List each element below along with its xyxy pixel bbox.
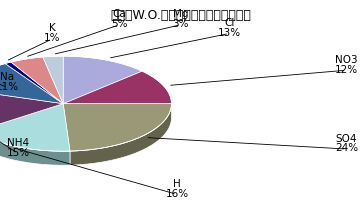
Polygon shape	[70, 104, 171, 165]
Text: Na: Na	[0, 72, 14, 82]
Text: H: H	[173, 179, 181, 189]
Polygon shape	[63, 56, 142, 104]
Text: 16%: 16%	[165, 189, 188, 199]
Polygon shape	[0, 104, 70, 151]
Polygon shape	[0, 89, 63, 132]
Text: 5%: 5%	[111, 19, 127, 29]
Polygon shape	[5, 62, 63, 104]
Text: 15%: 15%	[6, 148, 30, 158]
Polygon shape	[63, 71, 171, 104]
Polygon shape	[43, 56, 63, 104]
Polygon shape	[11, 57, 63, 104]
Text: SO4: SO4	[336, 134, 357, 144]
Text: Ca: Ca	[112, 10, 126, 19]
Text: 3%: 3%	[172, 19, 189, 29]
Polygon shape	[0, 64, 63, 104]
Text: 13%: 13%	[218, 28, 241, 38]
Text: 12%: 12%	[335, 65, 358, 75]
Text: 24%: 24%	[335, 143, 358, 153]
Text: Cl: Cl	[224, 18, 234, 28]
Polygon shape	[0, 132, 70, 165]
Text: K: K	[49, 24, 56, 33]
Text: NO3: NO3	[335, 55, 358, 65]
Text: NH4: NH4	[7, 138, 29, 148]
Text: 1%: 1%	[44, 33, 61, 43]
Polygon shape	[63, 104, 171, 151]
Text: 11%: 11%	[0, 82, 19, 92]
Text: 新正（W.O.法）イオン成分（当量比）: 新正（W.O.法）イオン成分（当量比）	[110, 9, 251, 22]
Text: Mg: Mg	[173, 10, 188, 19]
